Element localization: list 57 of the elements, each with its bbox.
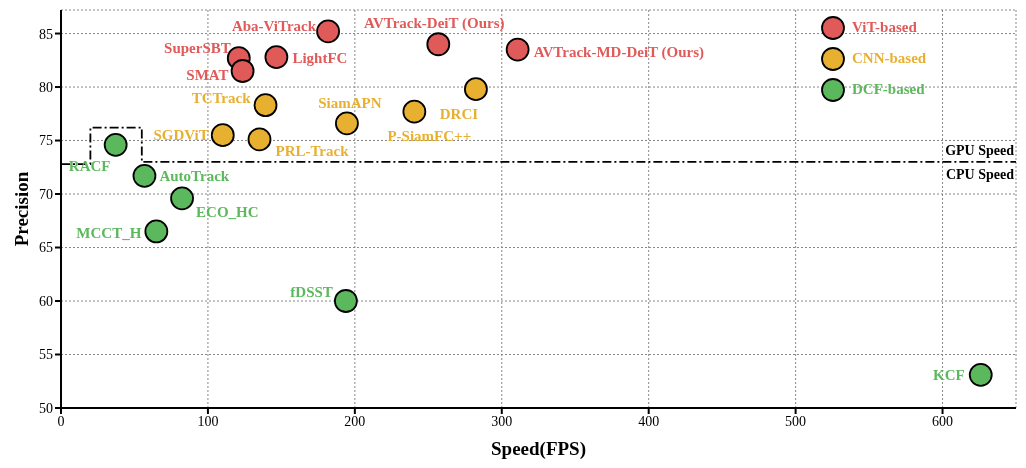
- point: [253, 93, 278, 118]
- point: [426, 32, 451, 57]
- point: [210, 123, 235, 148]
- x-tick-label: 0: [57, 413, 65, 429]
- y-tick-label: 70: [39, 186, 53, 202]
- point: [335, 111, 359, 136]
- annotation: SMAT: [186, 66, 229, 83]
- annotation: RACF: [68, 157, 111, 174]
- annotation: fDSST: [290, 284, 333, 301]
- y-tick-label: 65: [39, 240, 53, 256]
- annotation: TCTrack: [191, 90, 252, 107]
- annotation: P-SiamFC++: [387, 127, 472, 144]
- point: [264, 45, 289, 69]
- y-tick-label: 50: [39, 400, 53, 416]
- annotation: PRL-Track: [275, 143, 350, 160]
- x-tick-label: 200: [344, 413, 366, 429]
- y-tick-label: 80: [39, 80, 53, 95]
- x-tick-label: 400: [638, 413, 660, 429]
- legend-label: DCF-based: [852, 81, 925, 98]
- y-tick-label: 60: [39, 293, 53, 309]
- point: [103, 132, 128, 157]
- x-axis-title: Speed(FPS): [491, 438, 586, 461]
- annotation: SiamAPN: [318, 95, 382, 112]
- annotation: ECO_HC: [196, 204, 259, 221]
- x-tick-label: 500: [785, 413, 807, 429]
- x-tick-label: 600: [932, 413, 954, 429]
- point: [247, 127, 272, 152]
- annotation: Aba-ViTrack: [231, 18, 317, 35]
- y-axis-title: Precision: [10, 171, 32, 247]
- point: [505, 37, 530, 62]
- point: [464, 77, 488, 102]
- annotation: AutoTrack: [159, 167, 230, 184]
- x-tick-label: 100: [197, 413, 219, 429]
- point: [144, 219, 169, 244]
- annotation: AVTrack-DeiT (Ours): [364, 15, 505, 33]
- annotation: LightFC: [292, 50, 348, 67]
- annotation: MCCT_H: [76, 225, 142, 242]
- annotation: CPU Speed: [945, 167, 1015, 183]
- point: [333, 289, 358, 313]
- point: [316, 19, 341, 44]
- point: [132, 163, 157, 188]
- point: [170, 186, 194, 211]
- annotation: DRCI: [439, 106, 479, 123]
- point: [230, 59, 255, 83]
- legend-label: CNN-based: [852, 50, 927, 67]
- point: [968, 362, 993, 387]
- y-tick-label: 55: [39, 347, 53, 363]
- y-tick-label: 75: [39, 133, 53, 149]
- annotation: SGDViT: [153, 127, 209, 144]
- x-tick-label: 300: [491, 413, 513, 429]
- annotation: SuperSBT: [164, 40, 231, 57]
- annotation: GPU Speed: [945, 143, 1015, 159]
- legend-label: ViT-based: [852, 19, 917, 36]
- y-tick-label: 85: [39, 26, 53, 42]
- annotation: AVTrack-MD-DeiT (Ours): [533, 43, 705, 61]
- point: [402, 99, 427, 124]
- annotation: KCF: [933, 366, 965, 383]
